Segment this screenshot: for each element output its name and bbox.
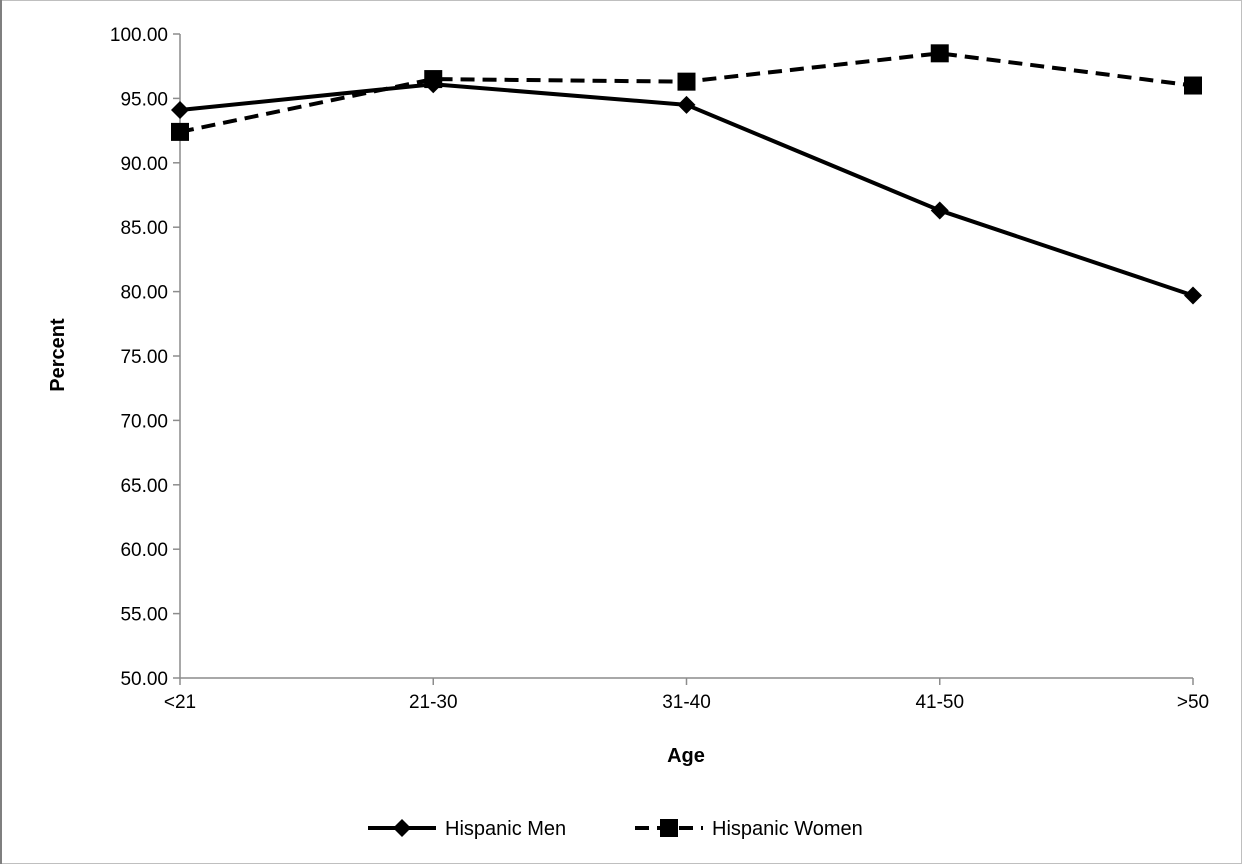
data-point-hispanic-women bbox=[1184, 76, 1202, 95]
y-tick-label: 70.00 bbox=[120, 411, 168, 432]
series-hispanic-women bbox=[171, 44, 1202, 141]
y-tick-label: 90.00 bbox=[120, 154, 168, 175]
y-axis: 50.00 55.00 60.00 65.00 70.00 75.00 80.00 85.00… bbox=[110, 25, 181, 690]
data-point-hispanic-women bbox=[677, 72, 696, 91]
legend-label: Hispanic Women bbox=[712, 818, 863, 840]
legend: Hispanic Men Hispanic Women bbox=[368, 818, 863, 840]
series-layer bbox=[171, 44, 1202, 305]
y-tick-label: 95.00 bbox=[120, 89, 168, 110]
data-point-hispanic-men bbox=[171, 100, 189, 119]
series-hispanic-men bbox=[171, 75, 1202, 305]
y-tick-label: 55.00 bbox=[120, 605, 168, 626]
data-point-hispanic-women bbox=[424, 70, 443, 89]
legend-item-hispanic-women: Hispanic Women bbox=[635, 818, 863, 840]
x-axis-title: Age bbox=[667, 745, 705, 767]
y-tick-label: 50.00 bbox=[120, 669, 168, 690]
y-tick-label: 100.00 bbox=[110, 25, 168, 46]
data-point-hispanic-women bbox=[930, 44, 949, 63]
data-point-hispanic-men bbox=[930, 201, 949, 220]
legend-label: Hispanic Men bbox=[445, 818, 566, 840]
y-tick-label: 65.00 bbox=[120, 476, 168, 497]
x-tick-label: 41-50 bbox=[915, 692, 964, 713]
x-tick-label: 21-30 bbox=[409, 692, 458, 713]
y-tick-label: 60.00 bbox=[120, 540, 168, 561]
x-tick-label: 31-40 bbox=[662, 692, 711, 713]
data-point-hispanic-women bbox=[171, 122, 189, 141]
x-tick-label: <21 bbox=[164, 692, 196, 713]
y-axis-title: Percent bbox=[47, 318, 69, 392]
x-axis: <21 21-30 31-40 41-50 >50 bbox=[164, 677, 1209, 713]
chart-left-edge bbox=[0, 0, 2, 864]
y-tick-label: 80.00 bbox=[120, 283, 168, 304]
legend-marker bbox=[660, 819, 678, 837]
y-tick-label: 85.00 bbox=[120, 218, 168, 239]
series-line-hispanic-men bbox=[179, 82, 1194, 298]
data-point-hispanic-men bbox=[1184, 286, 1202, 305]
data-point-hispanic-men bbox=[677, 95, 696, 114]
legend-marker bbox=[393, 819, 411, 837]
y-tick-label: 75.00 bbox=[120, 347, 168, 368]
x-tick-label: >50 bbox=[1177, 692, 1209, 713]
legend-item-hispanic-men: Hispanic Men bbox=[368, 818, 566, 840]
